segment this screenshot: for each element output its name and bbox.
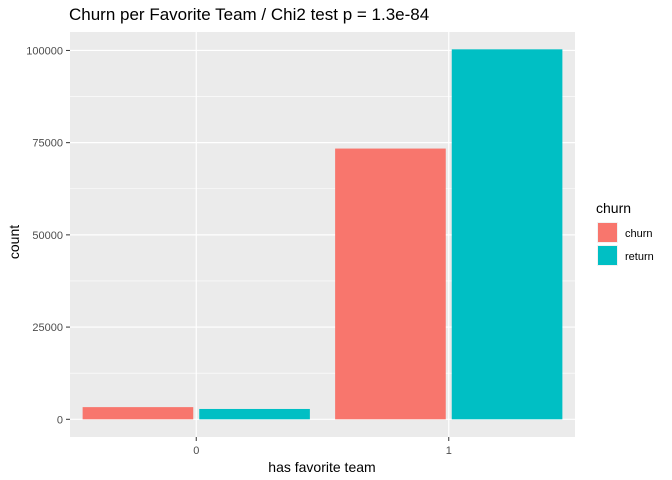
y-axis-title: count (6, 225, 22, 259)
y-tick-label: 50000 (32, 230, 63, 242)
bar-churn-0 (82, 407, 194, 420)
legend-label-churn: churn (625, 228, 653, 240)
legend: churn churn return (596, 200, 654, 266)
y-tick-label: 75000 (32, 138, 63, 150)
bar-churn-1 (335, 148, 446, 420)
y-tick-label: 25000 (32, 322, 63, 334)
y-tick-label: 100000 (26, 45, 63, 57)
legend-label-return: return (625, 251, 654, 263)
legend-title: churn (596, 200, 631, 216)
legend-swatch-return (598, 246, 617, 265)
y-tick-label: 0 (57, 414, 63, 426)
chart-title: Churn per Favorite Team / Chi2 test p = … (69, 5, 429, 24)
legend-swatch-churn (598, 223, 617, 242)
x-tick-label: 0 (193, 445, 199, 457)
bar-return-1 (451, 49, 563, 420)
bar-return-0 (199, 408, 310, 420)
x-tick-label: 1 (446, 445, 452, 457)
plot-area: 0 25000 50000 75000 100000 0 1 (26, 32, 575, 457)
x-axis-title: has favorite team (268, 459, 375, 475)
